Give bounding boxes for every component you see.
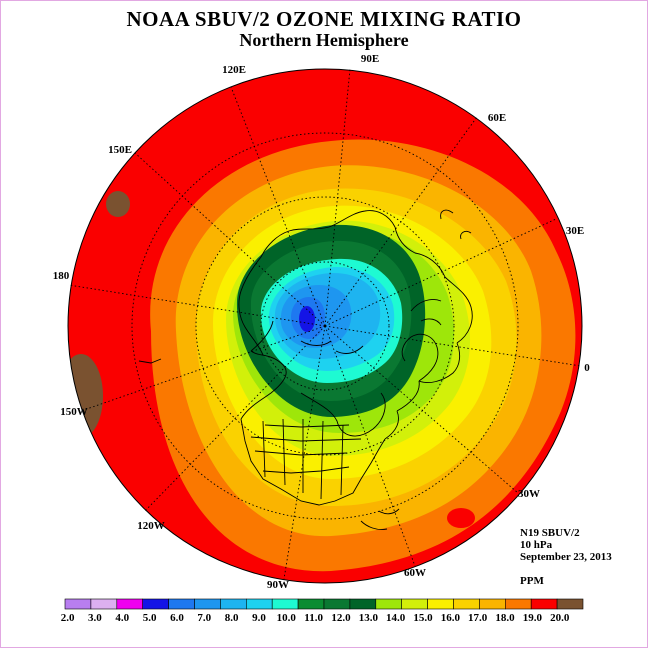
ozone-minimum <box>299 306 315 332</box>
legend-tick-label: 8.0 <box>225 612 239 624</box>
legend-tick-label: 20.0 <box>550 612 570 624</box>
legend-swatch <box>220 598 247 610</box>
legend-swatch <box>168 598 195 610</box>
legend-swatches <box>64 598 584 610</box>
lon-label-120e: 120E <box>222 64 246 76</box>
legend-swatch <box>453 598 480 610</box>
legend-tick-label: 12.0 <box>331 612 351 624</box>
legend-tick-label: 11.0 <box>304 612 323 624</box>
legend-tick-label: 10.0 <box>277 612 297 624</box>
legend-tick-label: 4.0 <box>115 612 129 624</box>
legend-tick-label: 6.0 <box>170 612 184 624</box>
legend-swatch <box>246 598 273 610</box>
chart-title: NOAA SBUV/2 OZONE MIXING RATIO <box>126 7 522 31</box>
legend-swatch <box>323 598 351 610</box>
legend-swatch <box>271 598 299 610</box>
lon-label-90e: 90E <box>361 53 379 65</box>
lon-label-60w: 60W <box>404 567 426 579</box>
legend-tick-label: 19.0 <box>523 612 543 624</box>
legend-tick-label: 3.0 <box>88 612 102 624</box>
legend-swatch <box>194 598 221 610</box>
lon-label-150e: 150E <box>108 144 132 156</box>
legend-swatch <box>297 598 325 610</box>
lon-label-30w: 30W <box>518 488 540 500</box>
legend-swatch <box>530 598 558 610</box>
legend-swatch <box>349 598 377 610</box>
legend-tick-label: 18.0 <box>495 612 515 624</box>
instrument-label: N19 SBUV/2 <box>520 527 580 539</box>
legend-swatch <box>90 598 118 610</box>
legend-swatch <box>504 598 532 610</box>
legend-swatch <box>479 598 506 610</box>
chart-subtitle: Northern Hemisphere <box>239 30 409 50</box>
legend-tick-label: 13.0 <box>359 612 379 624</box>
legend-tick-label: 9.0 <box>252 612 266 624</box>
pressure-label: 10 hPa <box>520 539 553 551</box>
map-boundary <box>67 68 583 584</box>
legend-tick-label: 2.0 <box>61 612 75 624</box>
lon-label-90w: 90W <box>267 579 289 591</box>
legend-ticks: 2.0 3.0 4.0 5.0 6.0 7.0 8.0 9.0 10.0 11.0 12.0 13.0… <box>61 612 570 624</box>
graticule <box>68 68 582 580</box>
legend-tick-label: 16.0 <box>441 612 461 624</box>
legend-tick-label: 14.0 <box>386 612 406 624</box>
legend-swatch <box>64 598 92 610</box>
lon-label-0: 0 <box>584 362 590 374</box>
lon-label-120w: 120W <box>137 520 165 532</box>
ozone-contours <box>68 69 582 583</box>
band-20-east <box>106 191 130 217</box>
legend-tick-label: 7.0 <box>197 612 211 624</box>
legend-swatch <box>427 598 454 610</box>
legend-tick-label: 17.0 <box>468 612 488 624</box>
legend-tick-label: 5.0 <box>143 612 157 624</box>
legend-swatch <box>556 598 584 610</box>
lon-label-180: 180 <box>53 270 70 282</box>
legend-swatch <box>401 598 428 610</box>
legend-swatch <box>116 598 144 610</box>
units-label: PPM <box>520 575 544 587</box>
lon-label-60e: 60E <box>488 112 506 124</box>
band-19-spot <box>447 508 475 528</box>
legend-swatch <box>142 598 169 610</box>
legend-tick-label: 15.0 <box>413 612 433 624</box>
lon-label-150w: 150W <box>60 406 88 418</box>
date-label: September 23, 2013 <box>520 551 612 563</box>
legend-swatch <box>375 598 402 610</box>
coastlines <box>138 209 473 530</box>
lon-label-30e: 30E <box>566 225 584 237</box>
